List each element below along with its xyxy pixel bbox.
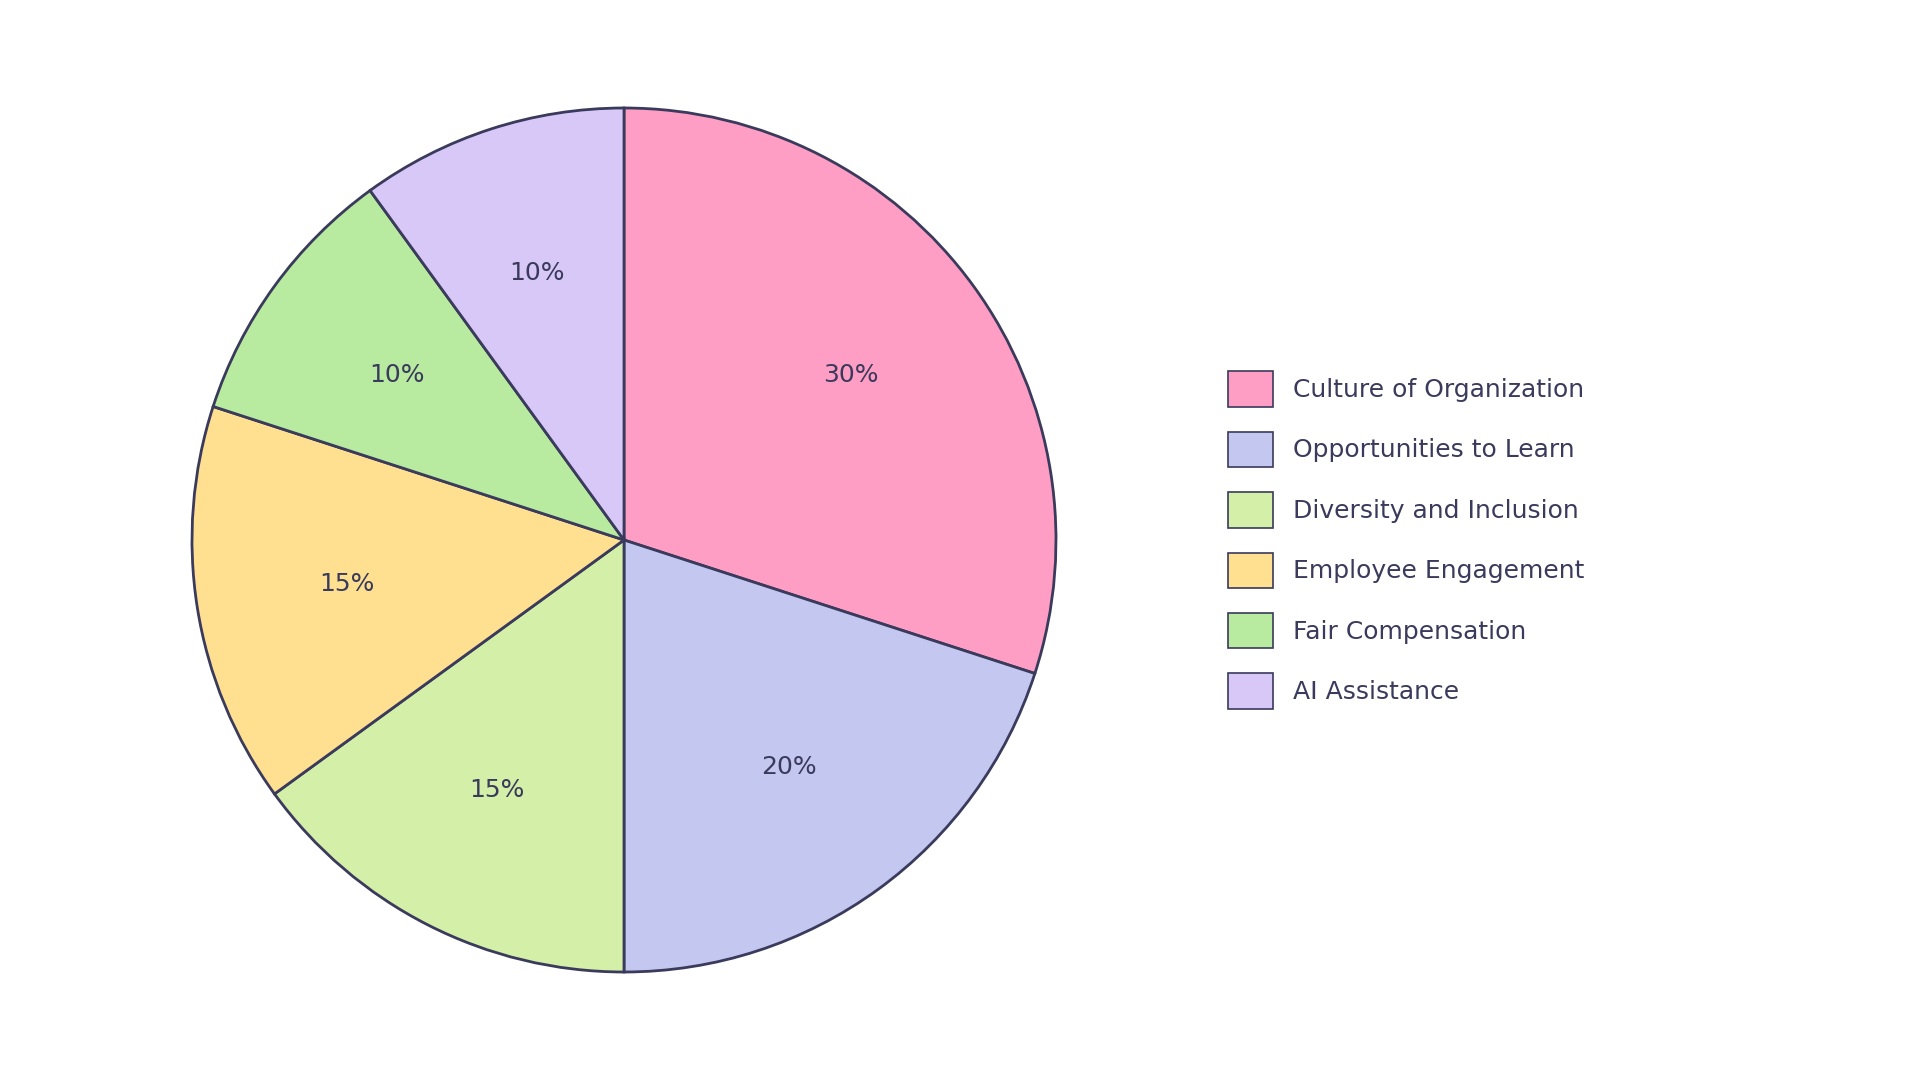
Text: 15%: 15% bbox=[468, 779, 524, 802]
Text: 10%: 10% bbox=[509, 261, 564, 285]
Text: 20%: 20% bbox=[760, 755, 816, 779]
Wedge shape bbox=[624, 540, 1035, 972]
Wedge shape bbox=[624, 108, 1056, 674]
Wedge shape bbox=[192, 406, 624, 794]
Wedge shape bbox=[371, 108, 624, 540]
Text: 15%: 15% bbox=[319, 572, 374, 596]
Legend: Culture of Organization, Opportunities to Learn, Diversity and Inclusion, Employ: Culture of Organization, Opportunities t… bbox=[1204, 347, 1609, 733]
Text: 10%: 10% bbox=[369, 363, 424, 387]
Wedge shape bbox=[275, 540, 624, 972]
Text: 30%: 30% bbox=[824, 363, 879, 387]
Wedge shape bbox=[213, 190, 624, 540]
